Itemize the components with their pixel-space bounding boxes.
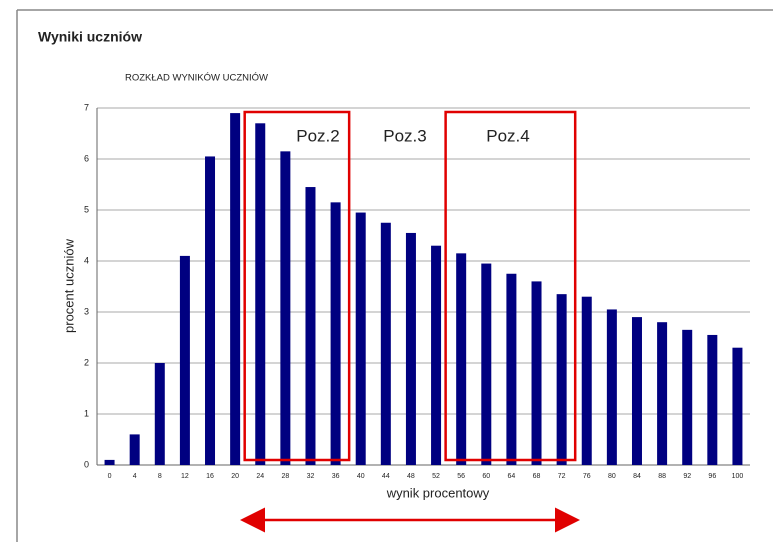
x-tick-label: 12: [181, 473, 189, 480]
bar: [732, 347, 743, 465]
y-tick-label: 7: [84, 102, 89, 112]
chart-title: ROZKŁAD WYNIKÓW UCZNIÓW: [125, 73, 268, 84]
x-tick-label: 76: [583, 473, 591, 480]
x-axis-label: wynik procentowy: [386, 485, 490, 500]
annotation-label: Poz.2: [296, 126, 339, 145]
bar: [531, 281, 542, 465]
bar: [456, 253, 467, 465]
bar: [355, 212, 366, 465]
x-tick-label: 36: [332, 473, 340, 480]
bar: [129, 434, 140, 465]
x-tick-label: 64: [508, 473, 516, 480]
x-tick-label: 44: [382, 473, 390, 480]
bar: [205, 156, 216, 465]
x-tick-label: 92: [683, 473, 691, 480]
x-tick-label: 24: [256, 473, 264, 480]
bar: [255, 123, 266, 466]
y-tick-label: 1: [84, 408, 89, 418]
bar: [631, 317, 642, 465]
bar: [581, 296, 592, 465]
x-tick-label: 20: [231, 473, 239, 480]
bar: [330, 202, 341, 465]
y-tick-label: 0: [84, 459, 89, 469]
x-tick-label: 40: [357, 473, 365, 480]
x-tick-label: 100: [732, 473, 744, 480]
bar: [431, 245, 442, 465]
x-tick-label: 72: [558, 473, 566, 480]
bar: [506, 273, 517, 465]
bar: [657, 322, 668, 465]
bar: [305, 187, 316, 466]
bar: [380, 222, 391, 465]
x-tick-label: 52: [432, 473, 440, 480]
x-tick-label: 48: [407, 473, 415, 480]
bar: [154, 363, 165, 465]
bar: [481, 263, 492, 465]
x-tick-label: 60: [482, 473, 490, 480]
bar: [280, 151, 291, 465]
y-tick-label: 2: [84, 357, 89, 367]
y-tick-label: 3: [84, 306, 89, 316]
x-tick-label: 4: [133, 473, 137, 480]
x-tick-label: 28: [281, 473, 289, 480]
bar: [230, 113, 241, 465]
x-tick-label: 32: [307, 473, 315, 480]
x-tick-label: 68: [533, 473, 541, 480]
y-tick-label: 4: [84, 255, 89, 265]
y-axis-label: procent uczniów: [61, 238, 76, 333]
x-tick-label: 56: [457, 473, 465, 480]
x-tick-label: 88: [658, 473, 666, 480]
x-tick-label: 84: [633, 473, 641, 480]
bar: [682, 329, 693, 465]
bar: [556, 294, 567, 465]
page-title: Wyniki uczniów: [38, 29, 142, 45]
annotation-label: Poz.3: [383, 126, 426, 145]
highlight-box: [444, 110, 577, 462]
bar: [405, 232, 416, 465]
highlight-box: [243, 110, 351, 462]
x-tick-label: 16: [206, 473, 214, 480]
annotation-label: Poz.4: [486, 126, 529, 145]
x-tick-label: 0: [108, 473, 112, 480]
y-tick-label: 6: [84, 153, 89, 163]
y-tick-label: 5: [84, 204, 89, 214]
x-tick-label: 8: [158, 473, 162, 480]
x-tick-label: 80: [608, 473, 616, 480]
bar: [606, 309, 617, 465]
bar: [104, 459, 115, 465]
bar: [179, 255, 190, 465]
x-tick-label: 96: [708, 473, 716, 480]
bar: [707, 334, 718, 465]
